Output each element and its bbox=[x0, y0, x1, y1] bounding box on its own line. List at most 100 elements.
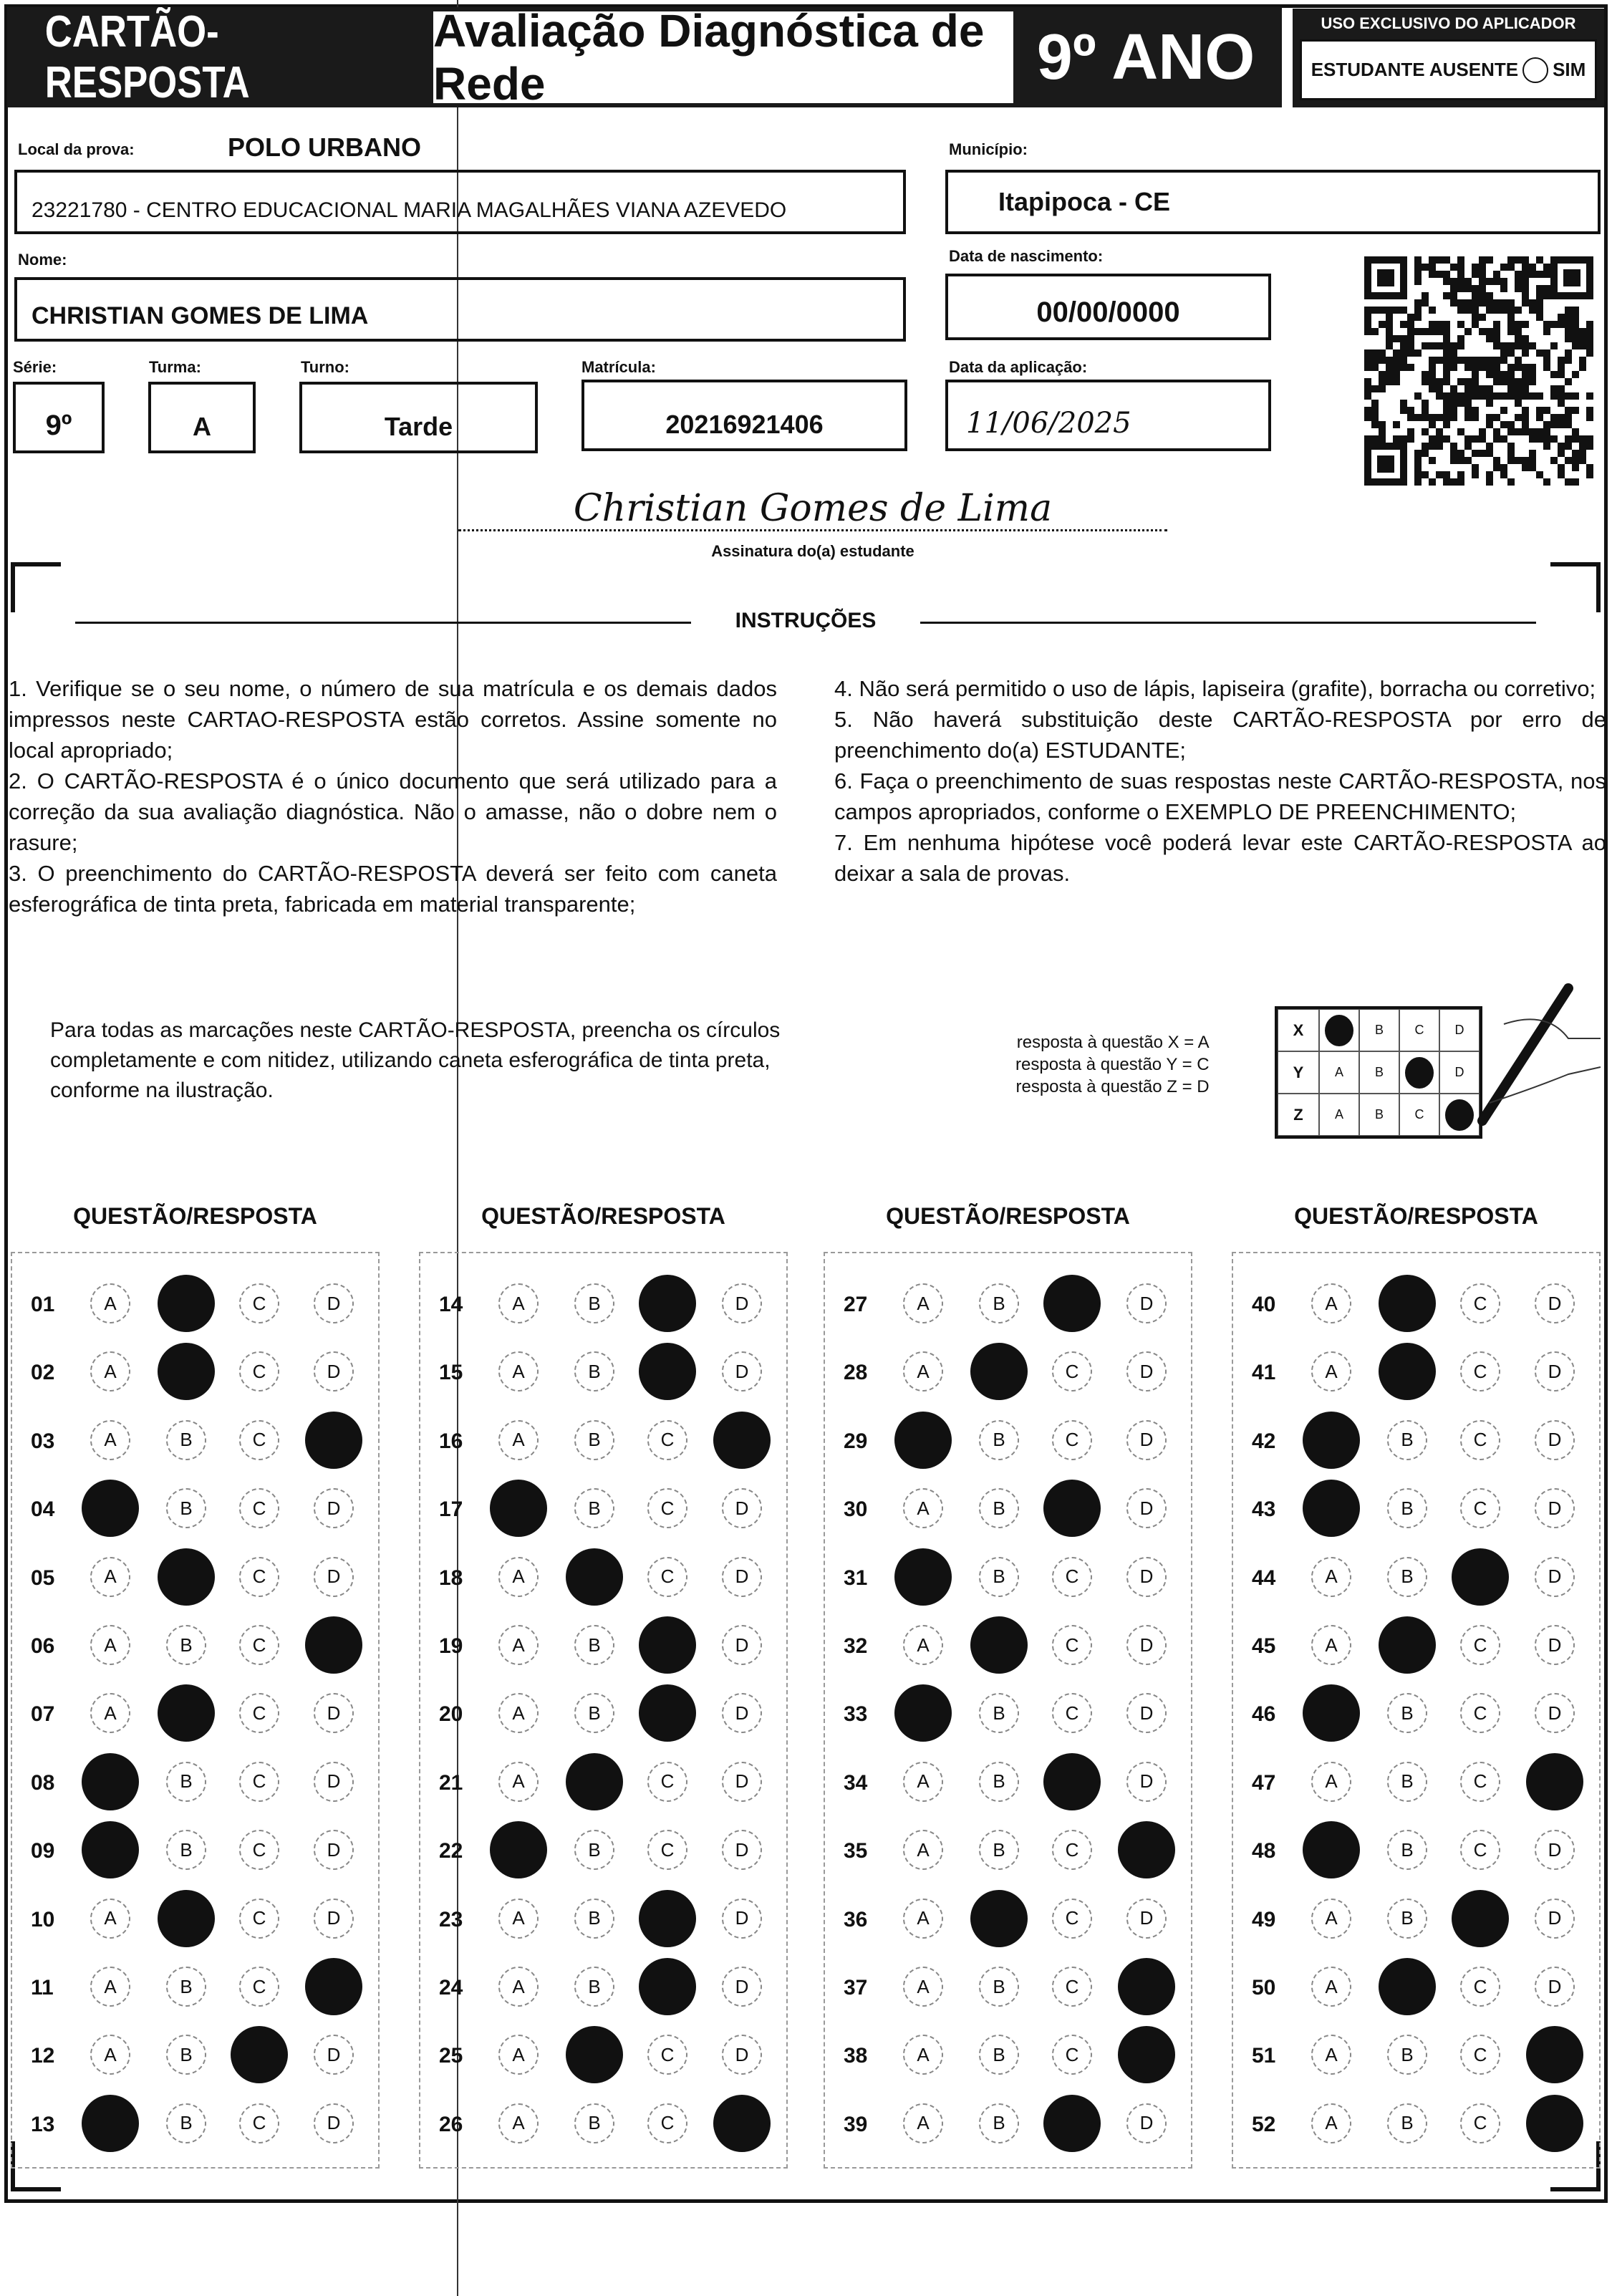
bubble-b[interactable]: B bbox=[574, 1351, 614, 1392]
bubble-c[interactable]: C bbox=[647, 1488, 687, 1529]
absent-bubble[interactable] bbox=[1522, 57, 1549, 83]
filled-bubble-c[interactable]: C bbox=[639, 1616, 696, 1674]
filled-bubble-c[interactable]: C bbox=[1043, 1275, 1101, 1332]
bubble-a[interactable]: A bbox=[498, 1761, 539, 1802]
filled-bubble-b[interactable]: B bbox=[158, 1275, 215, 1332]
bubble-a[interactable]: A bbox=[1311, 1556, 1351, 1597]
filled-bubble-a[interactable]: A bbox=[1303, 1480, 1360, 1538]
bubble-a[interactable]: A bbox=[903, 1967, 943, 2007]
bubble-b[interactable]: B bbox=[1387, 1419, 1427, 1460]
bubble-d[interactable]: D bbox=[1126, 1693, 1167, 1734]
bubble-c[interactable]: C bbox=[1460, 1761, 1500, 1802]
filled-bubble-c[interactable]: C bbox=[639, 1343, 696, 1401]
bubble-d[interactable]: D bbox=[1535, 1898, 1575, 1939]
bubble-a[interactable]: A bbox=[90, 2035, 130, 2075]
bubble-d[interactable]: D bbox=[1126, 2103, 1167, 2143]
filled-bubble-a[interactable]: A bbox=[82, 1752, 139, 1810]
filled-bubble-b[interactable]: B bbox=[1379, 1616, 1436, 1674]
bubble-b[interactable]: B bbox=[166, 1830, 206, 1871]
filled-bubble-b[interactable]: B bbox=[970, 1889, 1028, 1947]
filled-bubble-a[interactable]: A bbox=[894, 1548, 952, 1606]
filled-bubble-b[interactable]: B bbox=[1379, 1343, 1436, 1401]
bubble-a[interactable]: A bbox=[498, 1283, 539, 1323]
bubble-a[interactable]: A bbox=[903, 1830, 943, 1871]
bubble-d[interactable]: D bbox=[1535, 1830, 1575, 1871]
bubble-d[interactable]: D bbox=[1126, 1556, 1167, 1597]
bubble-c[interactable]: C bbox=[1052, 2035, 1092, 2075]
filled-bubble-d[interactable]: D bbox=[1526, 2094, 1583, 2152]
bubble-c[interactable]: C bbox=[1052, 1693, 1092, 1734]
filled-bubble-b[interactable]: B bbox=[970, 1616, 1028, 1674]
bubble-d[interactable]: D bbox=[1126, 1761, 1167, 1802]
bubble-d[interactable]: D bbox=[1535, 1351, 1575, 1392]
bubble-c[interactable]: C bbox=[239, 1693, 279, 1734]
bubble-d[interactable]: D bbox=[314, 1488, 354, 1529]
bubble-a[interactable]: A bbox=[90, 1283, 130, 1323]
bubble-b[interactable]: B bbox=[166, 1967, 206, 2007]
bubble-b[interactable]: B bbox=[979, 1556, 1019, 1597]
bubble-a[interactable]: A bbox=[90, 1967, 130, 2007]
bubble-b[interactable]: B bbox=[574, 1898, 614, 1939]
bubble-c[interactable]: C bbox=[1460, 1830, 1500, 1871]
bubble-c[interactable]: C bbox=[1460, 1625, 1500, 1665]
bubble-a[interactable]: A bbox=[903, 1283, 943, 1323]
bubble-c[interactable]: C bbox=[1460, 1488, 1500, 1529]
bubble-c[interactable]: C bbox=[647, 1761, 687, 1802]
bubble-b[interactable]: B bbox=[1387, 2103, 1427, 2143]
bubble-a[interactable]: A bbox=[1311, 1625, 1351, 1665]
bubble-b[interactable]: B bbox=[574, 1283, 614, 1323]
bubble-a[interactable]: A bbox=[903, 2103, 943, 2143]
filled-bubble-b[interactable]: B bbox=[1379, 1275, 1436, 1332]
filled-bubble-a[interactable]: A bbox=[490, 1821, 547, 1879]
bubble-b[interactable]: B bbox=[979, 2035, 1019, 2075]
bubble-b[interactable]: B bbox=[1387, 1556, 1427, 1597]
filled-bubble-c[interactable]: C bbox=[639, 1684, 696, 1742]
bubble-d[interactable]: D bbox=[1126, 1283, 1167, 1323]
bubble-c[interactable]: C bbox=[647, 1419, 687, 1460]
bubble-d[interactable]: D bbox=[1126, 1898, 1167, 1939]
bubble-a[interactable]: A bbox=[498, 1898, 539, 1939]
filled-bubble-a[interactable]: A bbox=[82, 1821, 139, 1879]
bubble-d[interactable]: D bbox=[1126, 1625, 1167, 1665]
filled-bubble-b[interactable]: B bbox=[1379, 1958, 1436, 2015]
filled-bubble-c[interactable]: C bbox=[1043, 1480, 1101, 1538]
bubble-c[interactable]: C bbox=[647, 1556, 687, 1597]
bubble-c[interactable]: C bbox=[1052, 1625, 1092, 1665]
bubble-d[interactable]: D bbox=[314, 1830, 354, 1871]
bubble-b[interactable]: B bbox=[979, 1830, 1019, 1871]
bubble-c[interactable]: C bbox=[239, 1625, 279, 1665]
bubble-b[interactable]: B bbox=[574, 1625, 614, 1665]
bubble-a[interactable]: A bbox=[90, 1556, 130, 1597]
bubble-d[interactable]: D bbox=[1535, 1625, 1575, 1665]
filled-bubble-c[interactable]: C bbox=[1452, 1889, 1509, 1947]
filled-bubble-c[interactable]: C bbox=[231, 2026, 288, 2084]
bubble-d[interactable]: D bbox=[314, 1283, 354, 1323]
filled-bubble-a[interactable]: A bbox=[490, 1480, 547, 1538]
filled-bubble-a[interactable]: A bbox=[894, 1411, 952, 1469]
bubble-b[interactable]: B bbox=[574, 1419, 614, 1460]
bubble-c[interactable]: C bbox=[1052, 1830, 1092, 1871]
filled-bubble-c[interactable]: C bbox=[1043, 2094, 1101, 2152]
bubble-a[interactable]: A bbox=[1311, 1351, 1351, 1392]
bubble-c[interactable]: C bbox=[647, 1830, 687, 1871]
bubble-d[interactable]: D bbox=[1535, 1488, 1575, 1529]
bubble-c[interactable]: C bbox=[239, 1761, 279, 1802]
bubble-d[interactable]: D bbox=[314, 1898, 354, 1939]
bubble-b[interactable]: B bbox=[1387, 1898, 1427, 1939]
filled-bubble-a[interactable]: A bbox=[1303, 1821, 1360, 1879]
bubble-b[interactable]: B bbox=[574, 2103, 614, 2143]
filled-bubble-d[interactable]: D bbox=[1526, 1752, 1583, 1810]
bubble-b[interactable]: B bbox=[979, 1761, 1019, 1802]
bubble-c[interactable]: C bbox=[1052, 1556, 1092, 1597]
bubble-a[interactable]: A bbox=[90, 1625, 130, 1665]
bubble-c[interactable]: C bbox=[1052, 1967, 1092, 2007]
filled-bubble-a[interactable]: A bbox=[82, 2094, 139, 2152]
bubble-d[interactable]: D bbox=[1126, 1488, 1167, 1529]
bubble-c[interactable]: C bbox=[239, 1351, 279, 1392]
bubble-b[interactable]: B bbox=[166, 2103, 206, 2143]
bubble-c[interactable]: C bbox=[239, 1556, 279, 1597]
filled-bubble-d[interactable]: D bbox=[713, 1411, 771, 1469]
bubble-a[interactable]: A bbox=[1311, 2035, 1351, 2075]
filled-bubble-b[interactable]: B bbox=[566, 1752, 623, 1810]
bubble-b[interactable]: B bbox=[979, 2103, 1019, 2143]
